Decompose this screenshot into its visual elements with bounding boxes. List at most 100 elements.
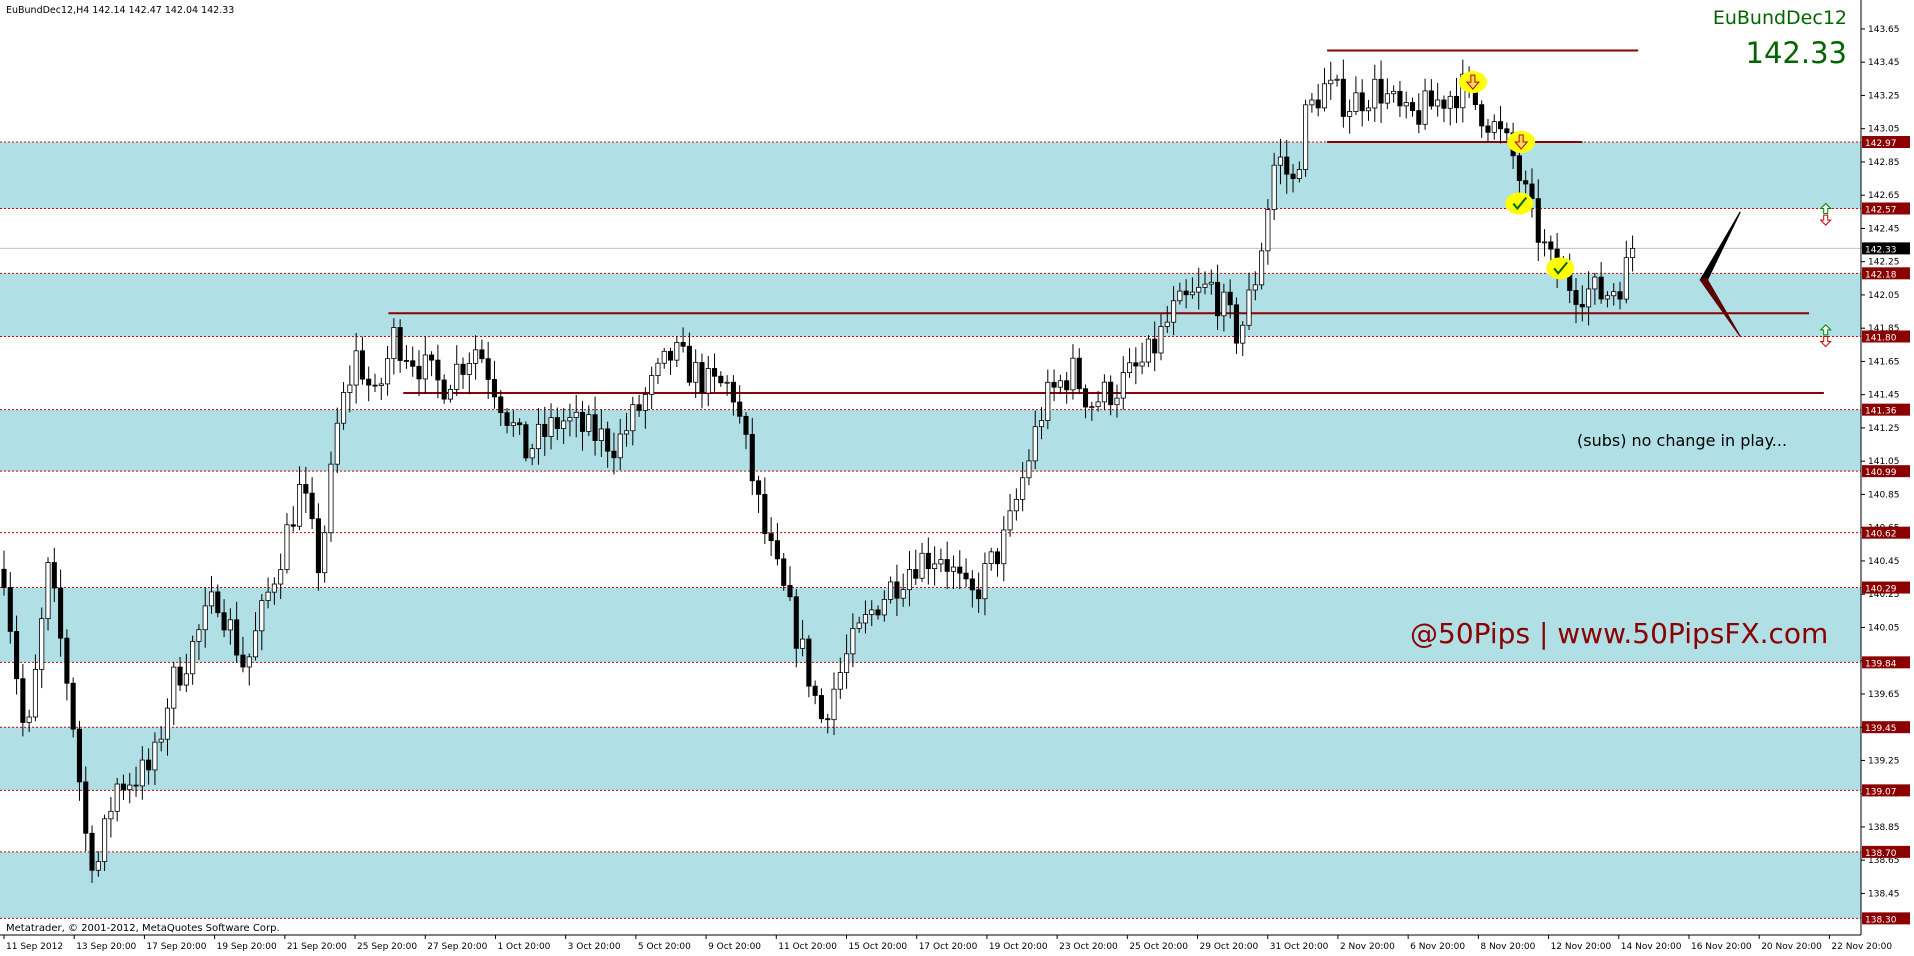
candle-body <box>894 581 900 599</box>
y-tick-label: 142.45 <box>1868 224 1900 234</box>
x-tick-label: 6 Nov 20:00 <box>1410 942 1465 952</box>
candle-body <box>1303 104 1309 170</box>
candle-body <box>246 656 252 668</box>
candle-body <box>1051 381 1057 388</box>
x-tick-label: 31 Oct 20:00 <box>1270 942 1329 952</box>
candle-body <box>240 654 246 668</box>
candle-body <box>284 524 290 571</box>
candle-body <box>680 342 686 347</box>
candle-body <box>14 631 20 680</box>
candle-body <box>1171 300 1177 323</box>
level-tag-box <box>1862 581 1910 594</box>
candle-body <box>1108 381 1114 406</box>
candle-body <box>1202 283 1208 288</box>
level-tag-label: 141.80 <box>1865 334 1897 344</box>
candle-body <box>1139 361 1145 367</box>
candle-body <box>1504 128 1510 134</box>
candle-body <box>108 810 114 820</box>
candle-body <box>215 591 221 614</box>
candles <box>1 59 1636 883</box>
x-tick-label: 1 Oct 20:00 <box>497 942 550 952</box>
candle-body <box>372 384 378 387</box>
candle-body <box>793 596 799 649</box>
x-tick-label: 11 Sep 2012 <box>6 942 63 952</box>
candle-body <box>762 493 768 535</box>
candle-body <box>881 599 887 616</box>
candle-body <box>429 354 435 361</box>
candle-body <box>1020 477 1026 500</box>
candle-body <box>303 484 309 494</box>
candle-body <box>366 378 372 386</box>
x-tick-label: 2 Nov 20:00 <box>1340 942 1395 952</box>
y-tick-label: 143.65 <box>1868 25 1900 35</box>
candle-body <box>1372 78 1378 109</box>
current-price-label: 142.33 <box>1865 245 1897 255</box>
candle-body <box>1378 78 1384 104</box>
candle-body <box>800 638 806 649</box>
candle-body <box>1535 198 1541 243</box>
candle-body <box>89 832 95 871</box>
y-tick-label: 138.45 <box>1868 889 1900 899</box>
level-tag-label: 141.36 <box>1865 407 1897 417</box>
candle-body <box>152 741 158 771</box>
chart-header: EuBundDec12,H4 142.14 142.47 142.04 142.… <box>6 5 234 16</box>
watermark: @50Pips | www.50PipsFX.com <box>1410 617 1828 650</box>
candle-body <box>1076 357 1082 390</box>
candle-body <box>649 375 655 395</box>
candle-body <box>1359 92 1365 112</box>
candle-body <box>787 585 793 598</box>
candle-body <box>542 423 548 437</box>
candle-body <box>1485 125 1491 133</box>
y-tick-label: 141.25 <box>1868 424 1900 434</box>
level-price-tags: 142.97 142.57 142.18 141.80 141.36 140.99 140.… <box>1862 135 1910 925</box>
candle-body <box>1617 291 1623 300</box>
current-price-tag: 142.33 <box>1862 242 1910 255</box>
candle-body <box>1233 304 1239 344</box>
candle-body <box>592 414 598 441</box>
candle-body <box>938 559 944 565</box>
candle-body <box>102 818 108 862</box>
level-tag-box <box>1862 656 1910 669</box>
candle-body <box>1032 426 1038 462</box>
candle-body <box>1215 281 1221 317</box>
x-tick-label: 29 Oct 20:00 <box>1200 942 1259 952</box>
candle-body <box>460 363 466 375</box>
candle-body <box>554 417 560 429</box>
x-tick-label: 5 Oct 20:00 <box>638 942 691 952</box>
candle-body <box>177 666 183 686</box>
candle-body <box>1542 241 1548 244</box>
candle-body <box>1365 107 1372 112</box>
candle-body <box>1497 121 1504 130</box>
candle-body <box>359 350 365 380</box>
candle-body <box>1 568 7 588</box>
candle-body <box>1604 295 1610 300</box>
candle-body <box>969 578 975 591</box>
band-zone <box>0 409 1861 472</box>
candle-body <box>944 559 950 572</box>
candle-body <box>1114 397 1120 406</box>
candle-body <box>296 484 303 527</box>
candle-body <box>1196 286 1202 293</box>
symbol-price: 142.33 <box>1746 36 1847 70</box>
level-tag-box <box>1862 912 1910 925</box>
candle-body <box>196 629 202 642</box>
candle-body <box>146 759 152 771</box>
candle-body <box>1523 180 1529 185</box>
candle-body <box>1013 498 1019 512</box>
candle-body <box>1252 284 1258 291</box>
candle-body <box>114 783 120 812</box>
y-tick-label: 141.85 <box>1868 324 1900 334</box>
candle-body <box>39 618 45 670</box>
band-zone <box>0 851 1861 919</box>
candle-body <box>252 630 259 658</box>
forecast-up-leg <box>1699 211 1741 283</box>
candle-body <box>76 728 82 783</box>
band-zone <box>0 727 1861 791</box>
candle-body <box>1221 291 1227 317</box>
candle-body <box>982 563 988 600</box>
candle-body <box>693 362 699 383</box>
y-tick-label: 141.45 <box>1868 391 1900 401</box>
candle-body <box>20 678 26 723</box>
